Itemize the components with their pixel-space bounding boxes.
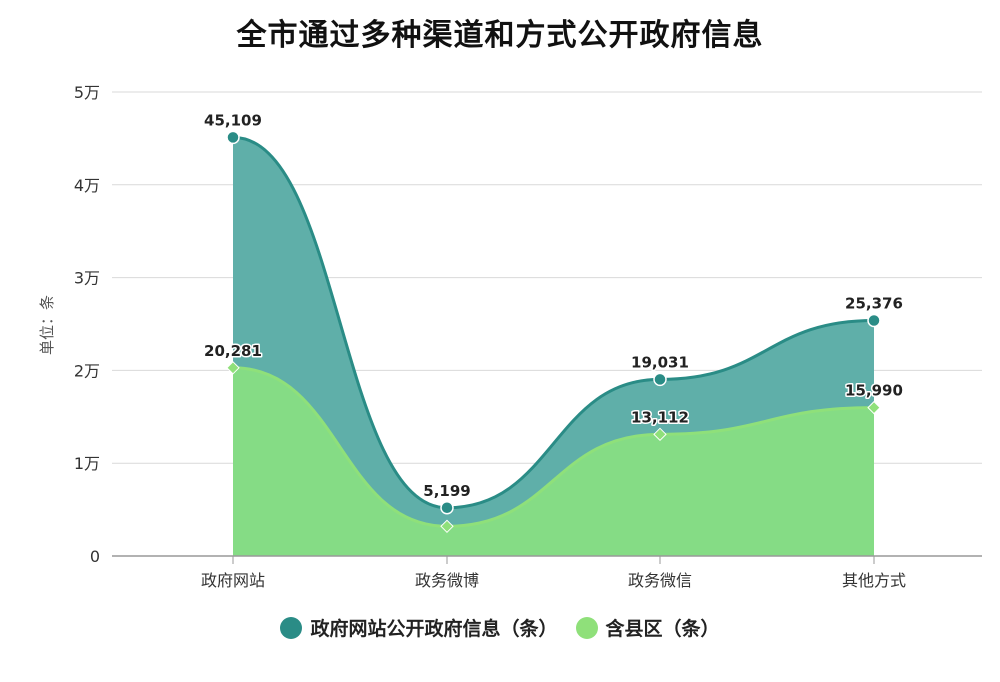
data-label: 13,112 — [631, 408, 689, 426]
x-tick-label: 政府网站 — [201, 571, 265, 590]
series-line-2 — [232, 366, 875, 528]
legend-swatch-icon — [280, 616, 303, 639]
data-point-marker — [653, 427, 667, 442]
data-label: 19,031 — [631, 353, 689, 371]
series-area-2 — [233, 367, 874, 556]
y-tick-label: 5万 — [74, 83, 100, 102]
y-axis-title: 单位：条 — [38, 295, 56, 355]
y-tick-label: 1万 — [74, 454, 100, 473]
data-labels: 45,109 5,199 19,031 25,376 20,281 13,112 15,99… — [203, 110, 905, 501]
series-line-1 — [232, 135, 875, 510]
data-point-marker — [867, 400, 881, 415]
data-point-marker — [440, 519, 454, 534]
x-tick-label: 其他方式 — [842, 571, 906, 590]
y-tick-label: 0 — [90, 547, 100, 566]
series-areas — [232, 135, 875, 556]
y-tick-label: 4万 — [74, 176, 100, 195]
y-tick-label: 2万 — [74, 361, 100, 380]
data-label: 25,376 — [845, 295, 903, 313]
x-tick-label: 政务微博 — [415, 571, 479, 590]
data-label: 5,199 — [423, 482, 470, 500]
data-label: 15,990 — [845, 382, 903, 400]
legend-item-series-1[interactable]: 政府网站公开政府信息（条） — [280, 614, 558, 641]
data-point-marker — [653, 372, 667, 387]
legend-label: 含县区（条） — [605, 618, 720, 640]
data-point-marker — [440, 501, 454, 515]
chart-title: 全市通过多种渠道和方式公开政府信息 — [236, 18, 764, 53]
series-markers — [226, 130, 881, 534]
x-tick-label: 政务微信 — [628, 571, 692, 590]
data-point-marker — [867, 313, 881, 328]
data-label: 45,109 — [204, 111, 262, 129]
data-point-marker — [226, 361, 240, 375]
legend: 政府网站公开政府信息（条） 含县区（条） — [0, 614, 1000, 641]
legend-item-series-2[interactable]: 含县区（条） — [575, 614, 720, 641]
legend-label: 政府网站公开政府信息（条） — [310, 618, 558, 640]
legend-swatch-icon — [575, 616, 598, 639]
data-label: 20,281 — [204, 342, 262, 360]
y-tick-label: 3万 — [74, 269, 100, 288]
data-point-marker — [226, 130, 240, 145]
